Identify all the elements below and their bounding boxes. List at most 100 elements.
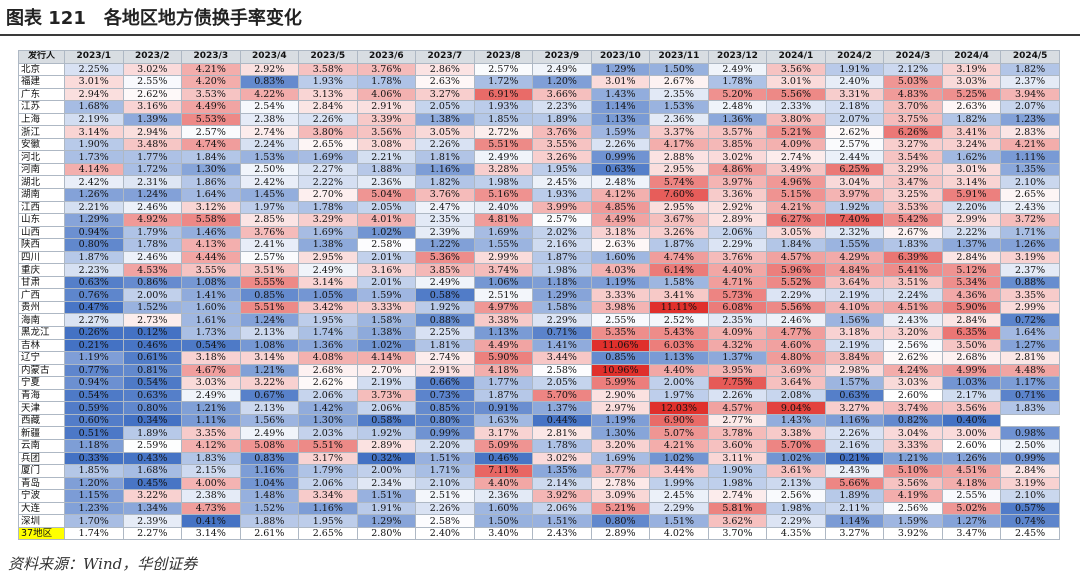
turnover-cell: 2.63% [590,238,651,252]
turnover-cell: 3.19% [1000,250,1060,265]
turnover-cell: 1.86% [181,175,241,189]
turnover-cell: 4.77% [766,326,826,340]
turnover-cell: 7.40% [824,213,885,227]
turnover-cell: 3.98% [590,300,651,315]
turnover-cell: 2.02% [532,225,592,240]
turnover-cell: 1.84% [766,238,826,252]
turnover-cell: 1.97% [239,200,300,215]
turnover-cell: 2.41% [239,238,300,252]
turnover-cell: 2.59% [122,438,183,453]
turnover-cell: 3.64% [824,275,885,290]
table-row: 广西 0.76% 2.00% 1.41% 0.85% 1.05% 1.59% 0.58% 2.5… [18,288,1060,302]
turnover-cell: 1.18% [532,275,592,290]
turnover-cell: 0.67% [239,388,300,403]
turnover-cell: 2.43% [1000,200,1060,215]
turnover-cell: 3.03% [941,75,1002,89]
table-row: 浙江 3.14% 2.94% 2.57% 2.74% 3.80% 3.56% 3.05% 2.7… [18,125,1060,139]
turnover-cell: 1.16% [239,464,300,478]
turnover-cell: 4.57% [707,401,768,415]
turnover-cell: 3.29% [298,213,358,227]
turnover-cell: 2.07% [1000,100,1060,114]
turnover-cell: 4.74% [649,250,709,265]
turnover-cell: 3.12% [181,200,241,215]
turnover-cell: 1.36% [707,112,768,127]
turnover-cell: 2.29% [766,514,826,528]
turnover-cell: 2.33% [766,100,826,114]
turnover-cell: 3.17% [298,451,358,466]
region-name: 四川 [18,250,65,265]
turnover-cell: 5.36% [415,250,475,265]
turnover-cell: 3.27% [824,526,885,541]
turnover-cell: 1.68% [122,464,183,478]
turnover-cell: 3.19% [941,62,1002,77]
column-header: 2023/5 [298,50,358,64]
turnover-cell: 1.19% [64,351,124,365]
turnover-cell: 2.63% [941,100,1002,114]
turnover-cell: 1.04% [239,476,300,491]
turnover-cell: 3.29% [883,162,943,177]
turnover-cell: 1.85% [473,112,534,127]
region-name: 江西 [18,200,65,215]
turnover-cell: 2.10% [415,476,475,491]
region-name: 宁波 [18,489,65,503]
turnover-cell: 0.88% [415,313,475,328]
turnover-cell: 3.33% [883,438,943,453]
turnover-cell: 7.75% [707,376,768,390]
table-row: 青岛 1.20% 0.45% 4.00% 1.04% 2.06% 2.34% 2.10% 4.4… [18,476,1060,491]
turnover-cell: 1.98% [766,501,826,516]
turnover-cell: 2.36% [473,489,534,503]
turnover-cell: 3.51% [239,263,300,277]
turnover-cell: 3.55% [181,263,241,277]
turnover-cell: 3.72% [1000,213,1060,227]
turnover-cell: 4.09% [707,326,768,340]
turnover-cell: 1.71% [1000,225,1060,240]
region-name: 天津 [18,401,65,415]
turnover-cell: 3.11% [707,451,768,466]
turnover-cell: 4.06% [356,87,417,102]
turnover-table: 发行人 2023/1 2023/2 2023/3 2023/4 2023/5 2023/6 2… [18,50,1060,541]
turnover-cell: 0.85% [415,401,475,415]
turnover-cell: 2.48% [707,100,768,114]
turnover-cell: 2.45% [532,175,592,189]
turnover-cell: 5.43% [649,326,709,340]
turnover-cell: 4.35% [766,526,826,541]
turnover-cell: 1.21% [239,363,300,378]
turnover-cell: 1.26% [1000,238,1060,252]
turnover-cell: 2.95% [298,250,358,265]
turnover-cell: 1.89% [532,112,592,127]
turnover-cell: 5.25% [941,87,1002,102]
region-name: 海南 [18,313,65,328]
turnover-cell: 4.17% [649,137,709,152]
turnover-cell: 2.01% [356,250,417,265]
turnover-cell: 1.78% [356,75,417,89]
turnover-cell: 4.24% [883,363,943,378]
turnover-cell: 3.56% [883,476,943,491]
turnover-cell: 1.34% [122,501,183,516]
turnover-cell: 3.00% [941,426,1002,440]
turnover-cell: 5.91% [941,188,1002,202]
turnover-cell: 1.87% [649,238,709,252]
table-row: 云南 1.18% 2.59% 4.12% 5.08% 5.51% 2.89% 2.20% 5.0… [18,438,1060,453]
turnover-cell: 3.77% [590,464,651,478]
turnover-cell: 2.89% [590,526,651,541]
turnover-cell: 1.11% [181,413,241,428]
turnover-cell: 2.57% [181,125,241,139]
turnover-cell: 4.03% [590,263,651,277]
turnover-cell: 4.51% [941,464,1002,478]
turnover-cell: 1.37% [707,351,768,365]
turnover-cell: 1.98% [707,476,768,491]
turnover-cell: 1.14% [824,514,885,528]
turnover-cell: 5.20% [707,87,768,102]
turnover-cell: 2.46% [766,313,826,328]
turnover-cell: 3.03% [883,376,943,390]
turnover-cell: 4.51% [883,300,943,315]
turnover-cell: 3.64% [766,376,826,390]
turnover-cell: 1.98% [473,175,534,189]
region-name: 北京 [18,62,65,77]
turnover-cell: 5.56% [766,87,826,102]
turnover-cell: 2.15% [181,464,241,478]
turnover-cell: 2.54% [239,100,300,114]
turnover-cell: 4.09% [766,137,826,152]
turnover-cell: 1.73% [64,150,124,164]
turnover-cell: 1.15% [64,489,124,503]
